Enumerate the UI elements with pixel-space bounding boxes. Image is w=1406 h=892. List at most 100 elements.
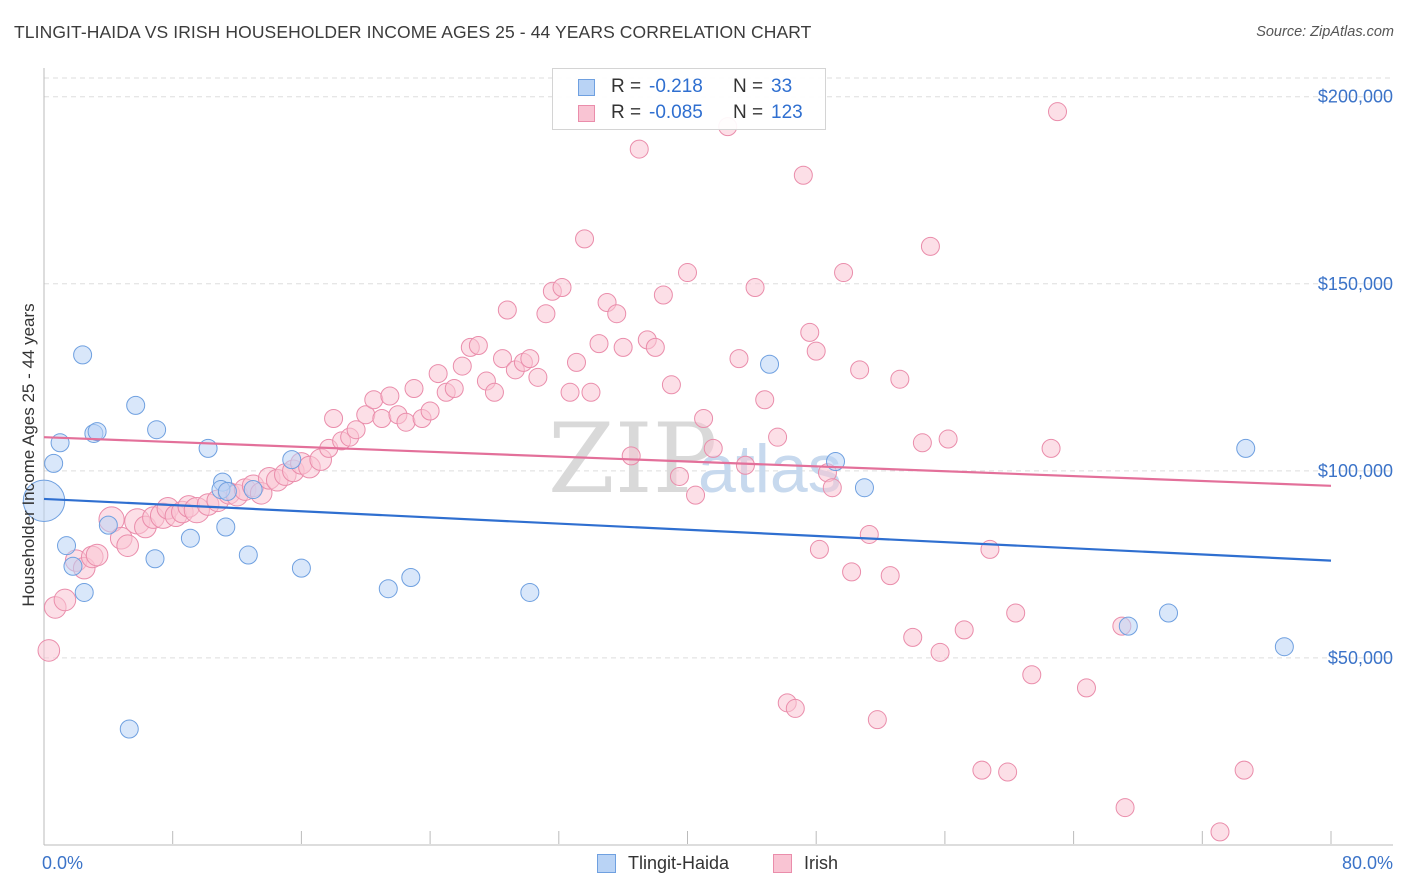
irish-point xyxy=(678,263,697,283)
irish-point xyxy=(686,485,706,505)
irish-point xyxy=(735,455,755,475)
irish-point xyxy=(903,627,923,647)
correlation-legend: R = -0.218 N = 33 R = -0.085 N = 123 xyxy=(552,68,826,130)
tlingit-haida-trend-line xyxy=(43,497,1332,562)
tlingit-haida-point xyxy=(98,515,118,535)
irish-point xyxy=(364,390,384,410)
legend-r-value: -0.085 xyxy=(649,102,703,123)
irish-point xyxy=(85,543,109,567)
legend-swatch-irish xyxy=(578,105,595,122)
irish-point xyxy=(575,229,595,249)
irish-point xyxy=(912,433,932,453)
irish-point xyxy=(998,762,1018,782)
legend-n-label: N = xyxy=(733,76,764,97)
irish-points xyxy=(37,102,1254,842)
x-tick-label: 80.0% xyxy=(1342,853,1393,873)
irish-trend-line xyxy=(43,436,1332,487)
tlingit-haida-point xyxy=(147,420,167,440)
irish-point xyxy=(380,386,400,406)
irish-point xyxy=(822,478,842,498)
irish-point xyxy=(560,382,580,402)
axis-layer xyxy=(43,68,1393,846)
irish-point xyxy=(694,408,714,428)
irish-point xyxy=(954,620,974,640)
tlingit-haida-point xyxy=(44,453,64,473)
tlingit-haida-point xyxy=(520,582,540,602)
tlingit-haida-point xyxy=(1274,637,1294,657)
irish-point xyxy=(528,367,548,387)
irish-point xyxy=(669,466,689,486)
irish-point xyxy=(793,165,813,185)
irish-point xyxy=(661,375,681,395)
legend-r-label: R = xyxy=(611,76,642,97)
irish-point xyxy=(589,334,609,354)
tlingit-haida-point xyxy=(1118,616,1138,636)
tlingit-haida-point xyxy=(74,582,94,602)
irish-point xyxy=(809,539,829,559)
y-tick-label: $100,000 xyxy=(1318,461,1393,481)
irish-point xyxy=(324,408,344,428)
irish-point xyxy=(920,236,940,256)
irish-point xyxy=(653,285,673,305)
tlingit-haida-point xyxy=(243,480,263,500)
tlingit-haida-point xyxy=(57,536,77,556)
irish-point xyxy=(497,300,517,320)
tlingit-haida-point xyxy=(216,517,236,537)
y-tick-label: $50,000 xyxy=(1328,648,1393,668)
y-tick-label: $200,000 xyxy=(1318,87,1393,107)
irish-point xyxy=(629,139,649,159)
irish-point xyxy=(581,382,601,402)
irish-point xyxy=(842,562,862,582)
irish-point xyxy=(1115,798,1135,818)
irish-point xyxy=(1048,102,1068,122)
irish-point xyxy=(768,427,788,447)
tlingit-haida-point xyxy=(87,422,107,442)
irish-point xyxy=(1210,822,1230,842)
irish-point xyxy=(834,263,854,283)
irish-point xyxy=(607,304,627,324)
tlingit-haida-point xyxy=(854,478,874,498)
irish-point xyxy=(492,349,512,369)
tlingit-haida-point xyxy=(73,345,93,365)
chart-title: TLINGIT-HAIDA VS IRISH HOUSEHOLDER INCOM… xyxy=(14,22,812,42)
irish-point xyxy=(372,408,392,428)
tlingit-haida-point xyxy=(1236,438,1256,458)
irish-point xyxy=(520,349,540,369)
tlingit-haida-point xyxy=(145,549,165,569)
irish-point xyxy=(428,364,448,384)
legend-swatch-tlingit-haida xyxy=(578,79,595,96)
tlingit-haida-point xyxy=(760,354,780,374)
irish-point xyxy=(53,588,77,612)
irish-point xyxy=(850,360,870,380)
tlingit-haida-point xyxy=(238,545,258,565)
irish-point xyxy=(468,336,488,356)
legend-r-label: R = xyxy=(611,102,642,123)
x-tick-label: 0.0% xyxy=(42,853,83,873)
tlingit-haida-points xyxy=(22,345,1294,739)
irish-point xyxy=(536,304,556,324)
irish-point xyxy=(1076,678,1096,698)
tlingit-haida-point xyxy=(401,567,421,587)
irish-point xyxy=(116,534,139,557)
tlingit-haida-point xyxy=(291,558,311,578)
bottom-legend-swatch-irish xyxy=(773,854,792,873)
legend-n-label: N = xyxy=(733,102,764,123)
irish-point xyxy=(859,524,879,544)
irish-point xyxy=(37,639,61,662)
y-axis-title: Householder Income Ages 25 - 44 years xyxy=(19,303,38,606)
tlingit-haida-point xyxy=(217,481,237,501)
tlingit-haida-point xyxy=(63,556,83,576)
tlingit-haida-point xyxy=(378,579,398,599)
irish-point xyxy=(785,698,805,718)
irish-point xyxy=(396,412,416,432)
irish-point xyxy=(729,349,749,369)
irish-point xyxy=(880,566,900,586)
irish-point xyxy=(452,356,472,376)
irish-point xyxy=(703,438,723,458)
irish-point xyxy=(806,341,826,361)
irish-point xyxy=(484,382,504,402)
legend-n-value: 123 xyxy=(771,102,803,123)
irish-point xyxy=(1234,760,1254,780)
irish-point xyxy=(566,352,586,372)
grid-layer xyxy=(44,77,1393,659)
